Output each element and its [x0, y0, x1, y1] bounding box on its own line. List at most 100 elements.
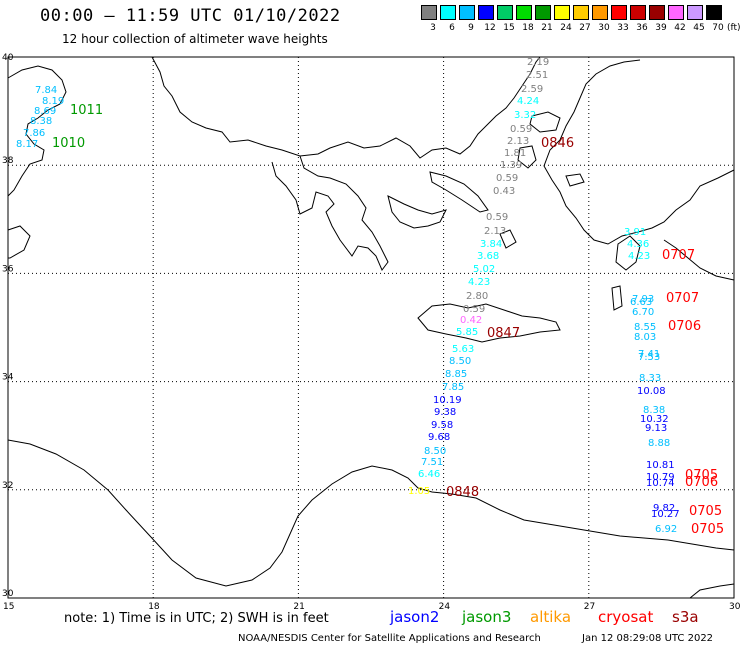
scale-swatch — [421, 5, 437, 20]
scale-swatch — [668, 5, 684, 20]
pass-time-label: 0847 — [487, 326, 520, 341]
pass-time-label: 0705 — [689, 504, 722, 519]
scale-label: 27 — [579, 23, 591, 33]
wave-height-label: 4.23 — [468, 277, 490, 288]
coast-euboea — [429, 171, 489, 213]
wave-height-label: 5.02 — [473, 264, 495, 275]
wave-height-label: 6.70 — [632, 307, 654, 318]
scale-label: 24 — [560, 23, 572, 33]
pass-time-label: 0707 — [666, 291, 699, 306]
wave-height-label: 9.68 — [428, 432, 450, 443]
lat-tick-label: 36 — [2, 264, 14, 274]
scale-unit: (ft) — [727, 23, 740, 33]
wave-height-label: 0.59 — [496, 173, 518, 184]
wave-height-label: 7.53 — [638, 352, 660, 363]
wave-height-label: 8.88 — [648, 438, 670, 449]
wave-height-label: 1.81 — [504, 148, 526, 159]
island-cyprus — [689, 583, 735, 599]
pass-time-label: 1011 — [70, 103, 103, 118]
wave-height-label: 9.58 — [431, 420, 453, 431]
pass-time-label: 0706 — [685, 475, 718, 490]
pass-time-label: 0705 — [691, 522, 724, 537]
lon-tick-label: 30 — [729, 602, 740, 612]
wave-height-label: 10.19 — [433, 395, 462, 406]
wave-height-label: 6.92 — [655, 524, 677, 535]
scale-label: 30 — [598, 23, 610, 33]
wave-height-label: 5.63 — [452, 344, 474, 355]
scale-swatch — [573, 5, 589, 20]
wave-height-label: 4.36 — [627, 239, 649, 250]
scale-label: 45 — [693, 23, 705, 33]
island-chios — [517, 145, 537, 169]
scale-swatch — [630, 5, 646, 20]
wave-height-label: 8.85 — [445, 369, 467, 380]
wave-height-label: 8.38 — [30, 116, 52, 127]
legend-note: note: 1) Time is in UTC; 2) SWH is in fe… — [64, 611, 329, 626]
wave-height-label: 0.59 — [463, 304, 485, 315]
wave-height-label: 8.03 — [634, 332, 656, 343]
footer-timestamp: Jan 12 08:29:08 UTC 2022 — [582, 633, 714, 644]
wave-height-label: 8.19 — [42, 96, 64, 107]
scale-label: 70 — [712, 23, 724, 33]
island-karpathos — [611, 285, 623, 311]
scale-label: 9 — [468, 23, 474, 33]
wave-height-label: 7.84 — [35, 85, 57, 96]
satellite-legend-s3a: s3a — [672, 608, 699, 626]
wave-height-label: 2.19 — [527, 57, 549, 68]
wave-height-label: 8.38 — [643, 405, 665, 416]
wave-height-label: 0.59 — [486, 212, 508, 223]
pass-time-label: 0848 — [446, 485, 479, 500]
wave-height-label: 4.23 — [628, 251, 650, 262]
wave-height-label: 7.41 — [638, 349, 660, 360]
scale-swatch — [592, 5, 608, 20]
wave-height-label: 8.69 — [34, 106, 56, 117]
wave-height-label: 3.32 — [514, 110, 536, 121]
coast-libya — [7, 439, 735, 587]
coast-sicily — [7, 225, 31, 259]
lat-tick-label: 40 — [2, 53, 14, 63]
island-samos — [565, 173, 585, 187]
wave-height-label: 8.55 — [634, 322, 656, 333]
island-lesbos — [529, 111, 561, 133]
wave-height-label: 9.38 — [434, 407, 456, 418]
wave-height-label: 7.51 — [421, 457, 443, 468]
wave-height-label: 0.43 — [493, 186, 515, 197]
wave-height-label: 10.79 — [646, 472, 675, 483]
wave-height-label: 10.27 — [651, 509, 680, 520]
wave-height-label: 4.24 — [517, 96, 539, 107]
scale-swatch — [611, 5, 627, 20]
coast-attica — [387, 195, 447, 229]
scale-label: 33 — [617, 23, 629, 33]
coast-turkey-south — [663, 239, 735, 281]
wave-height-label: 3.68 — [477, 251, 499, 262]
graticule — [8, 57, 734, 598]
wave-height-label: 1.39 — [500, 160, 522, 171]
coast-balkans — [151, 56, 541, 159]
pass-time-label: 0846 — [541, 136, 574, 151]
track-west: 7.848.198.698.387.868.17 1011 1010 — [16, 85, 103, 151]
scale-label: 18 — [522, 23, 534, 33]
island-crete — [417, 303, 561, 343]
wave-height-label: 0.59 — [510, 124, 532, 135]
lat-tick-label: 38 — [2, 156, 14, 166]
wave-height-label: 1.05 — [408, 486, 430, 497]
scale-label: 21 — [541, 23, 553, 33]
scale-label: 15 — [503, 23, 515, 33]
wave-height-label: 7.93 — [632, 294, 654, 305]
page-subtitle: 12 hour collection of altimeter wave hei… — [62, 32, 328, 46]
scale-swatch — [535, 5, 551, 20]
wave-height-label: 10.32 — [640, 414, 669, 425]
scale-label: 3 — [430, 23, 436, 33]
scale-swatch — [649, 5, 665, 20]
scale-swatch — [687, 5, 703, 20]
wave-height-label: 2.59 — [521, 84, 543, 95]
wave-height-label: 6.63 — [630, 297, 652, 308]
island-rhodes — [615, 235, 641, 271]
wave-height-label: 2.13 — [507, 136, 529, 147]
scale-swatch — [516, 5, 532, 20]
satellite-legend-jason3: jason3 — [462, 608, 512, 626]
scale-label: 6 — [449, 23, 455, 33]
satellite-legend-jason2: jason2 — [390, 608, 440, 626]
pass-time-label: 0705 — [685, 468, 718, 483]
